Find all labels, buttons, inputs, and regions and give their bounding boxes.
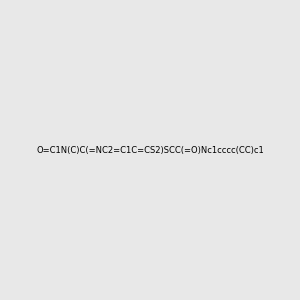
Text: O=C1N(C)C(=NC2=C1C=CS2)SCC(=O)Nc1cccc(CC)c1: O=C1N(C)C(=NC2=C1C=CS2)SCC(=O)Nc1cccc(CC… — [36, 146, 264, 154]
